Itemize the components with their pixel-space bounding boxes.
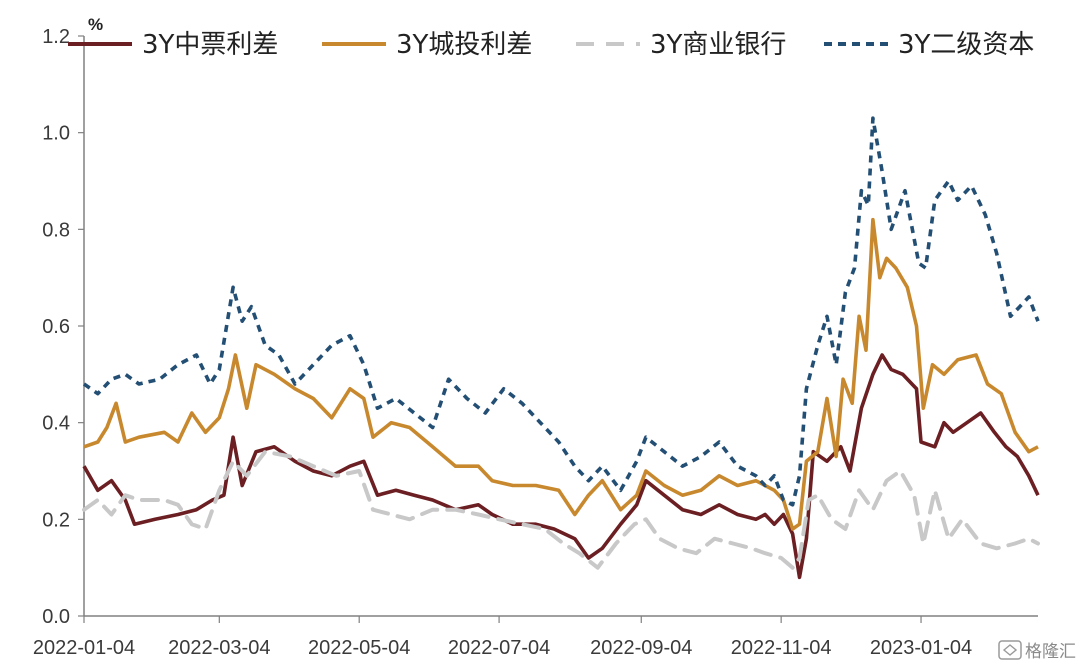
- x-tick-label: 2022-09-04: [590, 637, 692, 659]
- legend-label-4: 3Y二级资本: [898, 30, 1034, 60]
- x-tick-label: 2022-07-04: [448, 637, 550, 659]
- x-tick-label: 2022-11-04: [731, 637, 832, 659]
- series-line-4: [82, 116, 1040, 507]
- y-tick-label: 1.2: [42, 26, 70, 48]
- y-axis-unit: %: [88, 15, 103, 34]
- series-line-2: [83, 217, 1039, 531]
- legend-label-3: 3Y商业银行: [650, 30, 786, 60]
- series-line-1: [82, 353, 1040, 580]
- series-layer: [82, 116, 1040, 580]
- series-line-3: [82, 449, 1040, 570]
- x-tick-label: 2022-01-04: [33, 637, 135, 659]
- legend-label-2: 3Y城投利差: [396, 30, 532, 60]
- y-tick-labels: 0.0 0.2 0.4 0.6 0.8 1.0 1.2: [42, 26, 84, 628]
- watermark-text: 格隆汇: [1025, 642, 1076, 662]
- legend-label-1: 3Y中票利差: [142, 30, 278, 60]
- watermark-logo: 格隆汇: [998, 640, 1076, 662]
- x-tick-label: 2022-05-04: [308, 637, 410, 659]
- y-tick-label: 0.8: [42, 219, 70, 241]
- x-tick-label: 2022-03-04: [168, 637, 270, 659]
- x-tick-labels: 2022-01-04 2022-03-04 2022-05-04 2022-07-04…: [33, 616, 972, 659]
- y-tick-label: 0.0: [42, 606, 70, 628]
- y-tick-label: 0.4: [42, 413, 70, 435]
- x-tick-label: 2023-01-04: [870, 637, 972, 659]
- y-tick-label: 0.2: [42, 509, 70, 531]
- y-tick-label: 0.6: [42, 316, 70, 338]
- y-tick-label: 1.0: [42, 123, 70, 145]
- legend: 3Y中票利差 3Y城投利差 3Y商业银行 3Y二级资本: [68, 30, 1034, 60]
